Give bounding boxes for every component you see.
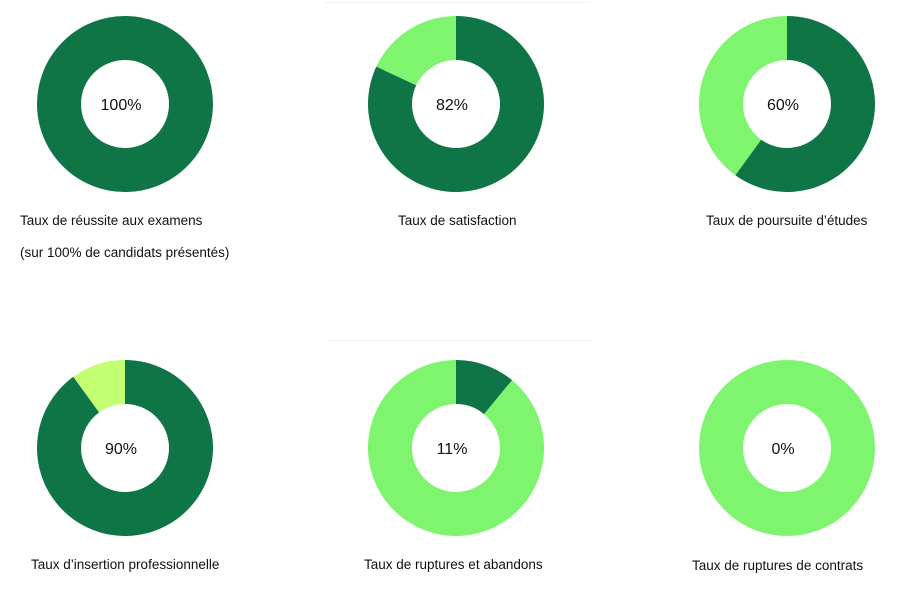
donut-ruptures-abandons-slice-0 [456, 360, 513, 415]
caption-satisfaction: Taux de satisfaction [398, 213, 517, 228]
donut-professional-insertion-center-label: 90% [105, 441, 137, 458]
donut-contract-ruptures: 0% [699, 360, 875, 536]
donut-satisfaction-slice-1 [376, 16, 456, 86]
donut-further-studies: 60% [699, 16, 876, 193]
caption-exam-success-note: (sur 100% de candidats présentés) [20, 245, 230, 260]
donut-satisfaction-slice-0 [368, 16, 545, 193]
top-faint-rule [325, 2, 590, 3]
donut-contract-ruptures-center-label: 0% [771, 441, 794, 458]
donut-further-studies-slice-1 [699, 16, 787, 176]
caption-contract-ruptures: Taux de ruptures de contrats [692, 558, 864, 573]
donut-satisfaction: 82% [368, 16, 545, 193]
middle-faint-rule [328, 340, 590, 341]
donut-ruptures-abandons-slice-1 [367, 360, 544, 536]
caption-professional-insertion: Taux d’insertion professionnelle [31, 557, 220, 572]
caption-ruptures-abandons: Taux de ruptures et abandons [364, 557, 543, 572]
donut-professional-insertion: 90% [37, 360, 214, 536]
donut-satisfaction-center-label: 82% [436, 97, 468, 114]
donut-professional-insertion-slice-0 [37, 360, 214, 536]
caption-further-studies: Taux de poursuite d’études [706, 213, 868, 228]
donut-further-studies-center-label: 60% [767, 97, 799, 114]
donut-exam-success: 100% [37, 16, 213, 192]
donut-ruptures-abandons-center-label: 11% [437, 441, 468, 458]
donut-ruptures-abandons: 11% [367, 360, 544, 536]
donut-exam-success-center-label: 100% [101, 97, 142, 114]
donut-exam-success-slice-0 [37, 16, 213, 192]
donut-professional-insertion-slice-1 [73, 360, 125, 413]
donut-contract-ruptures-slice-1 [699, 360, 875, 536]
caption-exam-success: Taux de réussite aux examens [20, 213, 203, 228]
donut-further-studies-slice-0 [735, 16, 876, 193]
